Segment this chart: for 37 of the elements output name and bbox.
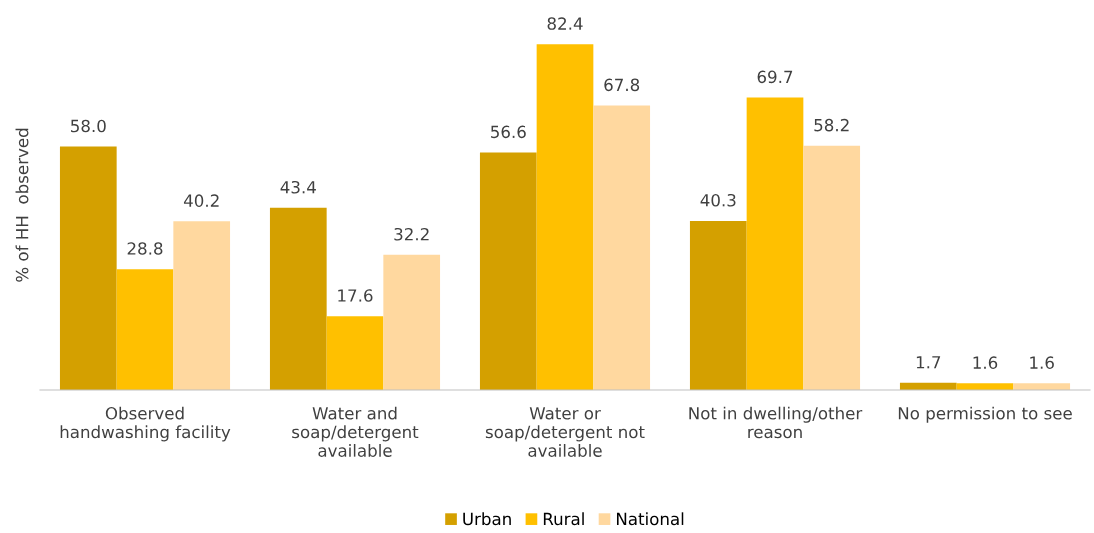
legend-label: National [616,512,684,526]
data-label: 32.2 [394,227,429,241]
data-label: 58.2 [814,118,849,132]
y-axis-title: % of HH observed [15,128,29,282]
data-label: 28.8 [127,242,163,255]
x-tick-label: Observed handwashing facility [60,406,231,442]
x-tick-label: Water or soap/detergent not available [485,407,645,457]
bar [116,269,174,390]
bar [383,254,441,390]
bar [536,44,594,390]
data-label: 82.4 [547,17,583,30]
data-label: 58.0 [71,119,106,133]
data-label: 1.7 [916,356,941,369]
bar [479,152,537,390]
bar [59,146,117,390]
bar [689,220,747,390]
data-label: 40.2 [183,194,219,207]
data-label: 1.6 [1030,356,1054,369]
x-tick-label: No permission to see [898,406,1072,423]
data-label: 69.7 [757,70,793,84]
bar [173,221,231,390]
bar [593,105,651,390]
legend-label: Rural [543,512,584,526]
bar [746,97,804,390]
data-label: 1.6 [973,356,998,369]
x-tick-label: Not in dwelling/other reason [689,406,863,439]
data-label: 67.8 [604,78,640,92]
data-label: 43.4 [280,180,316,194]
data-label: 17.6 [338,289,373,302]
legend-label: Urban [463,512,511,526]
bar [803,145,861,390]
bar [269,207,327,390]
bar [326,316,384,390]
x-tick-label: Water and soap/detergent available [292,406,419,457]
data-label: 56.6 [491,125,526,139]
bar [1013,383,1071,390]
data-label: 40.3 [700,193,736,207]
